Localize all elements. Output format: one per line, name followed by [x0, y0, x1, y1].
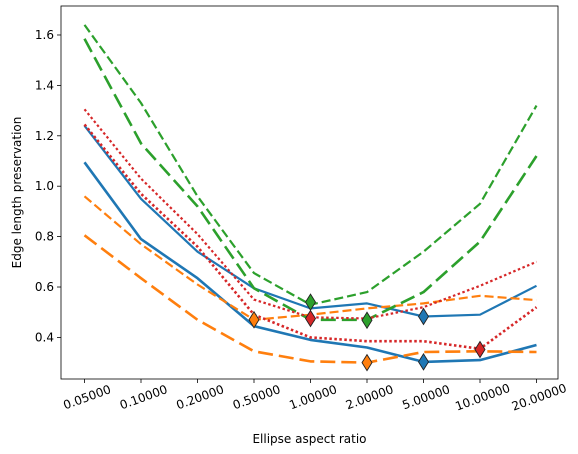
series-line-6	[83, 38, 538, 322]
y-tick-label: 1.6	[35, 28, 54, 42]
diamond-marker-4	[361, 311, 373, 330]
series-line-5	[83, 24, 538, 306]
y-tick-label: 1.4	[35, 78, 54, 92]
diamond-marker-8	[474, 340, 486, 359]
x-tick-label: 20.00000	[510, 381, 569, 414]
series-line-8	[83, 123, 538, 351]
series-line-4	[83, 234, 537, 364]
x-axis-ticks: 0.05000 0.10000 0.20000 0.50000 1.00000 2.000…	[61, 379, 568, 414]
x-tick-label: 0.50000	[231, 382, 282, 412]
series-line-2	[83, 161, 537, 364]
y-tick-label: 0.4	[35, 330, 54, 344]
y-tick-label: 1.0	[35, 179, 54, 193]
y-axis-label: Edge length preservation	[10, 117, 24, 269]
diamond-marker-3	[304, 309, 317, 328]
y-tick-label: 0.6	[35, 280, 54, 294]
series-line-7	[83, 108, 537, 320]
diamond-marker-6	[417, 307, 430, 326]
x-tick-label: 0.20000	[174, 382, 225, 412]
diamond-marker-1	[248, 310, 260, 329]
diamond-marker-5	[361, 353, 373, 372]
diamond-marker-7	[417, 353, 430, 371]
y-axis-ticks: 0.4 0.6 0.8 1.0 1.2 1.4 1.6	[35, 28, 61, 344]
marker-layer	[248, 293, 486, 372]
y-tick-label: 0.8	[35, 230, 54, 244]
x-tick-label: 0.05000	[61, 382, 112, 412]
plot-frame	[60, 5, 559, 380]
x-tick-label: 10.00000	[453, 381, 512, 414]
y-tick-label: 1.2	[35, 129, 54, 143]
x-tick-label: 5.00000	[400, 382, 451, 412]
x-tick-label: 0.10000	[118, 382, 169, 412]
x-tick-label: 1.00000	[287, 382, 338, 412]
x-axis-label: Ellipse aspect ratio	[252, 432, 366, 446]
x-tick-label: 2.00000	[344, 382, 395, 412]
